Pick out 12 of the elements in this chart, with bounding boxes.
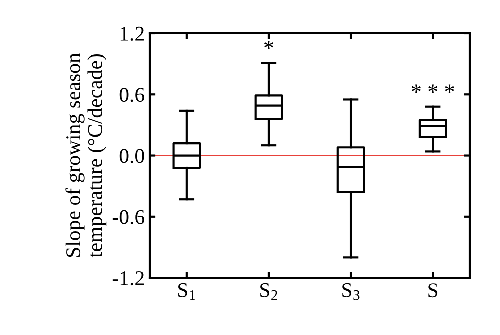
- y-axis-title: Slope of growing season temperature (°C/decade): [66, 53, 107, 258]
- annotation: *: [264, 40, 274, 50]
- annotation: * * *: [412, 84, 454, 93]
- x-tick-label: S: [428, 284, 438, 298]
- x-tick-label: S$_{1}$: [178, 283, 196, 300]
- y-tick-label: 1.2: [120, 26, 144, 42]
- x-tick-label: S$_{3}$: [342, 283, 360, 300]
- y-tick-label: -0.6: [112, 210, 145, 224]
- y-tick-label: 0.6: [120, 88, 145, 102]
- y-tick-label: -1.2: [112, 271, 144, 286]
- y-tick-label: 0.0: [120, 149, 144, 164]
- x-tick-label: S$_{2}$: [260, 283, 278, 300]
